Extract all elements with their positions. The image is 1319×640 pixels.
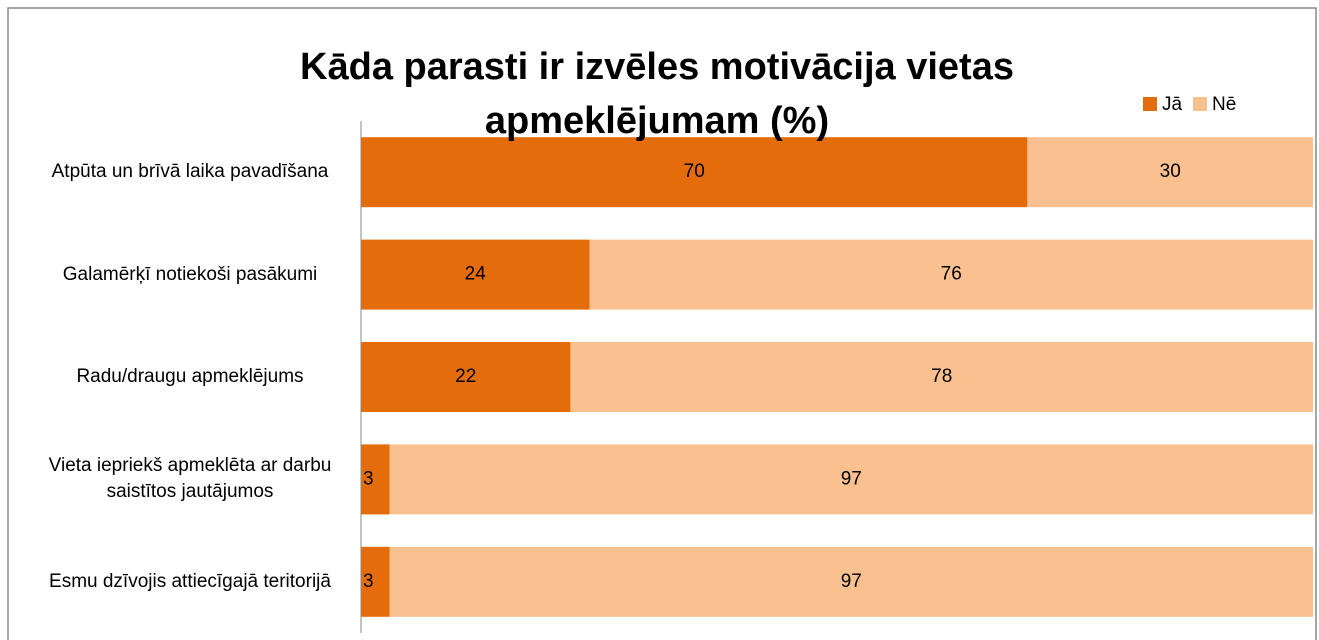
- data-label: 76: [941, 264, 962, 285]
- data-label: 70: [684, 161, 705, 182]
- bar-segment: [361, 342, 571, 412]
- legend-label: Nē: [1212, 94, 1236, 115]
- bar-segment: [389, 546, 1313, 617]
- data-label: 3: [363, 571, 374, 592]
- data-label: 3: [363, 468, 374, 489]
- bar-segment: [570, 342, 1313, 412]
- y-tick-label: Galamērķī notiekoši pasākumi: [62, 263, 318, 285]
- bar-segment: [361, 546, 390, 617]
- bar-segment: [389, 444, 1313, 515]
- chart-title: Kāda parasti ir izvēles motivācija vieta…: [300, 46, 1014, 142]
- bar-segment: [1027, 137, 1313, 208]
- y-tick-label: Esmu dzīvojis attiecīgajā teritorijā: [49, 570, 331, 592]
- y-tick-label: Vieta iepriekš apmeklēta ar darbu saistī…: [48, 455, 332, 503]
- legend-swatch: [1143, 97, 1157, 111]
- data-label: 22: [455, 366, 476, 387]
- bar-segment: [361, 137, 1028, 208]
- bar-segment: [589, 239, 1313, 310]
- data-label: 30: [1160, 161, 1181, 182]
- chart-border: [7, 7, 1317, 640]
- bar-segment: [361, 444, 390, 515]
- data-label: 24: [465, 264, 487, 285]
- y-tick-label: Atpūta un brīvā laika pavadīšana: [51, 161, 329, 183]
- data-label: 97: [841, 468, 862, 489]
- bar-segment: [361, 239, 590, 310]
- legend-label: Jā: [1162, 94, 1183, 115]
- data-label: 97: [841, 571, 862, 592]
- y-tick-label: Radu/draugu apmeklējums: [76, 366, 304, 387]
- legend-swatch: [1193, 97, 1207, 111]
- data-label: 78: [931, 366, 952, 387]
